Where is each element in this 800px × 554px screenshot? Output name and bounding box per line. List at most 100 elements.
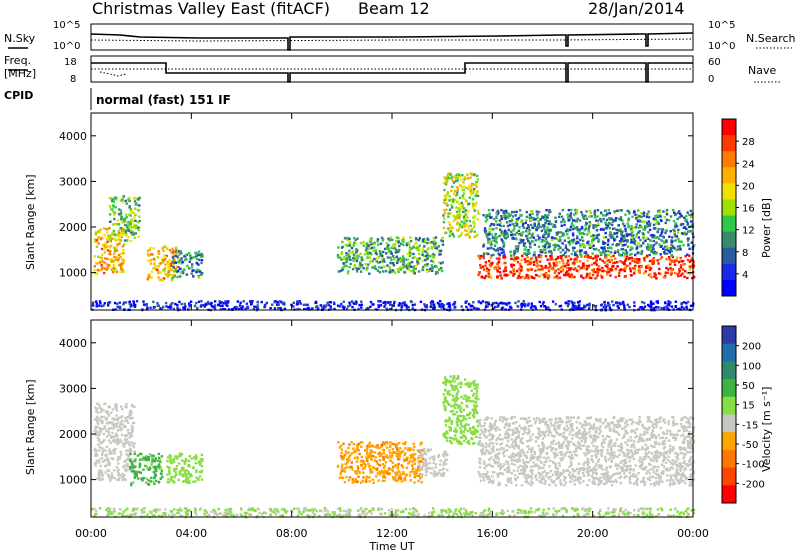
velocity-echo-cell	[365, 451, 369, 454]
power-echo-cell	[649, 244, 652, 247]
velocity-echo-cell	[419, 460, 422, 463]
power-echo-cell	[256, 304, 259, 307]
velocity-echo-cell	[391, 468, 394, 471]
power-echo-cell	[394, 243, 397, 246]
power-echo-cell	[500, 251, 503, 255]
power-echo-cell	[458, 213, 462, 217]
velocity-echo-cell	[158, 456, 161, 460]
power-echo-cell	[673, 232, 676, 235]
power-echo-cell	[688, 265, 692, 268]
power-echo-cell	[110, 268, 114, 271]
power-echo-cell	[678, 216, 681, 219]
power-echo-cell	[511, 215, 515, 218]
power-echo-cell	[630, 229, 634, 233]
power-echo-cell	[449, 230, 453, 233]
velocity-echo-cell	[459, 421, 463, 424]
power-echo-cell	[333, 307, 336, 311]
power-echo-cell	[465, 229, 468, 233]
velocity-echo-cell	[183, 480, 186, 483]
power-echo-cell	[119, 212, 123, 215]
velocity-echo-cell	[636, 483, 639, 487]
power-echo-cell	[508, 220, 511, 223]
power-echo-cell	[540, 264, 543, 268]
velocity-echo-cell	[444, 389, 447, 392]
velocity-echo-cell	[628, 455, 632, 458]
power-echo-cell	[460, 231, 464, 235]
power-echo-cell	[109, 236, 112, 240]
power-echo-cell	[482, 256, 485, 260]
velocity-echo-cell	[181, 467, 184, 470]
power-echo-cell	[425, 241, 429, 245]
power-echo-cell	[618, 209, 621, 212]
velocity-echo-cell	[432, 457, 435, 461]
power-echo-cell	[629, 267, 632, 270]
velocity-echo-cell	[128, 444, 131, 447]
velocity-echo-cell	[442, 471, 445, 475]
velocity-echo-cell	[119, 450, 122, 454]
power-echo-cell	[238, 304, 242, 307]
power-echo-cell	[115, 246, 118, 249]
velocity-echo-cell	[473, 382, 476, 386]
power-echo-cell	[345, 264, 348, 268]
velocity-echo-cell	[476, 419, 479, 423]
power-echo-cell	[277, 303, 280, 306]
velocity-echo-cell	[173, 457, 176, 460]
power-echo-cell	[564, 251, 567, 254]
power-echo-cell	[113, 237, 116, 240]
power-echo-cell	[513, 259, 516, 262]
power-echo-cell	[506, 235, 509, 238]
power-echo-cell	[590, 235, 593, 238]
velocity-echo-cell	[113, 450, 116, 453]
power-echo-cell	[440, 269, 444, 273]
power-echo-cell	[388, 239, 391, 242]
power-echo-cell	[557, 231, 560, 234]
power-echo-cell	[123, 239, 127, 242]
velocity-echo-cell	[583, 461, 586, 464]
power-echo-cell	[655, 277, 658, 280]
power-echo-cell	[306, 303, 309, 306]
power-echo-cell	[629, 270, 632, 273]
velocity-echo-cell	[168, 471, 171, 475]
power-echo-cell	[616, 265, 619, 268]
power-echo-cell	[488, 231, 491, 234]
power-echo-cell	[643, 228, 647, 231]
velocity-echo-cell	[408, 448, 412, 452]
power-echo-cell	[188, 252, 191, 255]
velocity-echo-cell	[131, 421, 135, 425]
power-echo-cell	[615, 301, 618, 305]
power-echo-cell	[417, 270, 421, 273]
power-echo-cell	[635, 244, 638, 247]
velocity-echo-cell	[445, 458, 448, 461]
velocity-echo-cell	[471, 414, 475, 417]
velocity-echo-cell	[457, 397, 460, 400]
power-echo-cell	[446, 203, 449, 207]
power-echo-cell	[474, 194, 477, 198]
power-echo-cell	[530, 275, 534, 279]
power-echo-cell	[146, 253, 150, 256]
power-echo-cell	[353, 264, 357, 267]
power-echo-cell	[570, 300, 573, 303]
power-echo-cell	[606, 260, 609, 263]
power-echo-cell	[649, 239, 652, 242]
power-echo-cell	[600, 276, 604, 279]
power-echo-cell	[103, 251, 106, 254]
velocity-echo-cell	[98, 427, 102, 430]
power-echo-cell	[185, 273, 189, 276]
power-echo-cell	[658, 211, 661, 214]
velocity-echo-cell	[475, 410, 479, 414]
power-echo-cell	[164, 245, 167, 248]
power-echo-cell	[340, 302, 343, 306]
power-echo-cell	[104, 242, 107, 246]
velocity-echo-cell	[96, 436, 100, 439]
power-echo-cell	[433, 243, 437, 247]
power-echo-cell	[687, 237, 690, 240]
velocity-echo-cell	[419, 466, 423, 470]
velocity-echo-cell	[369, 469, 373, 472]
power-echo-cell	[371, 303, 374, 306]
power-echo-cell	[117, 257, 120, 260]
power-echo-cell	[364, 262, 368, 266]
power-echo-cell	[482, 214, 485, 217]
power-echo-cell	[108, 258, 112, 262]
power-echo-cell	[111, 199, 114, 202]
power-echo-cell	[416, 260, 419, 264]
